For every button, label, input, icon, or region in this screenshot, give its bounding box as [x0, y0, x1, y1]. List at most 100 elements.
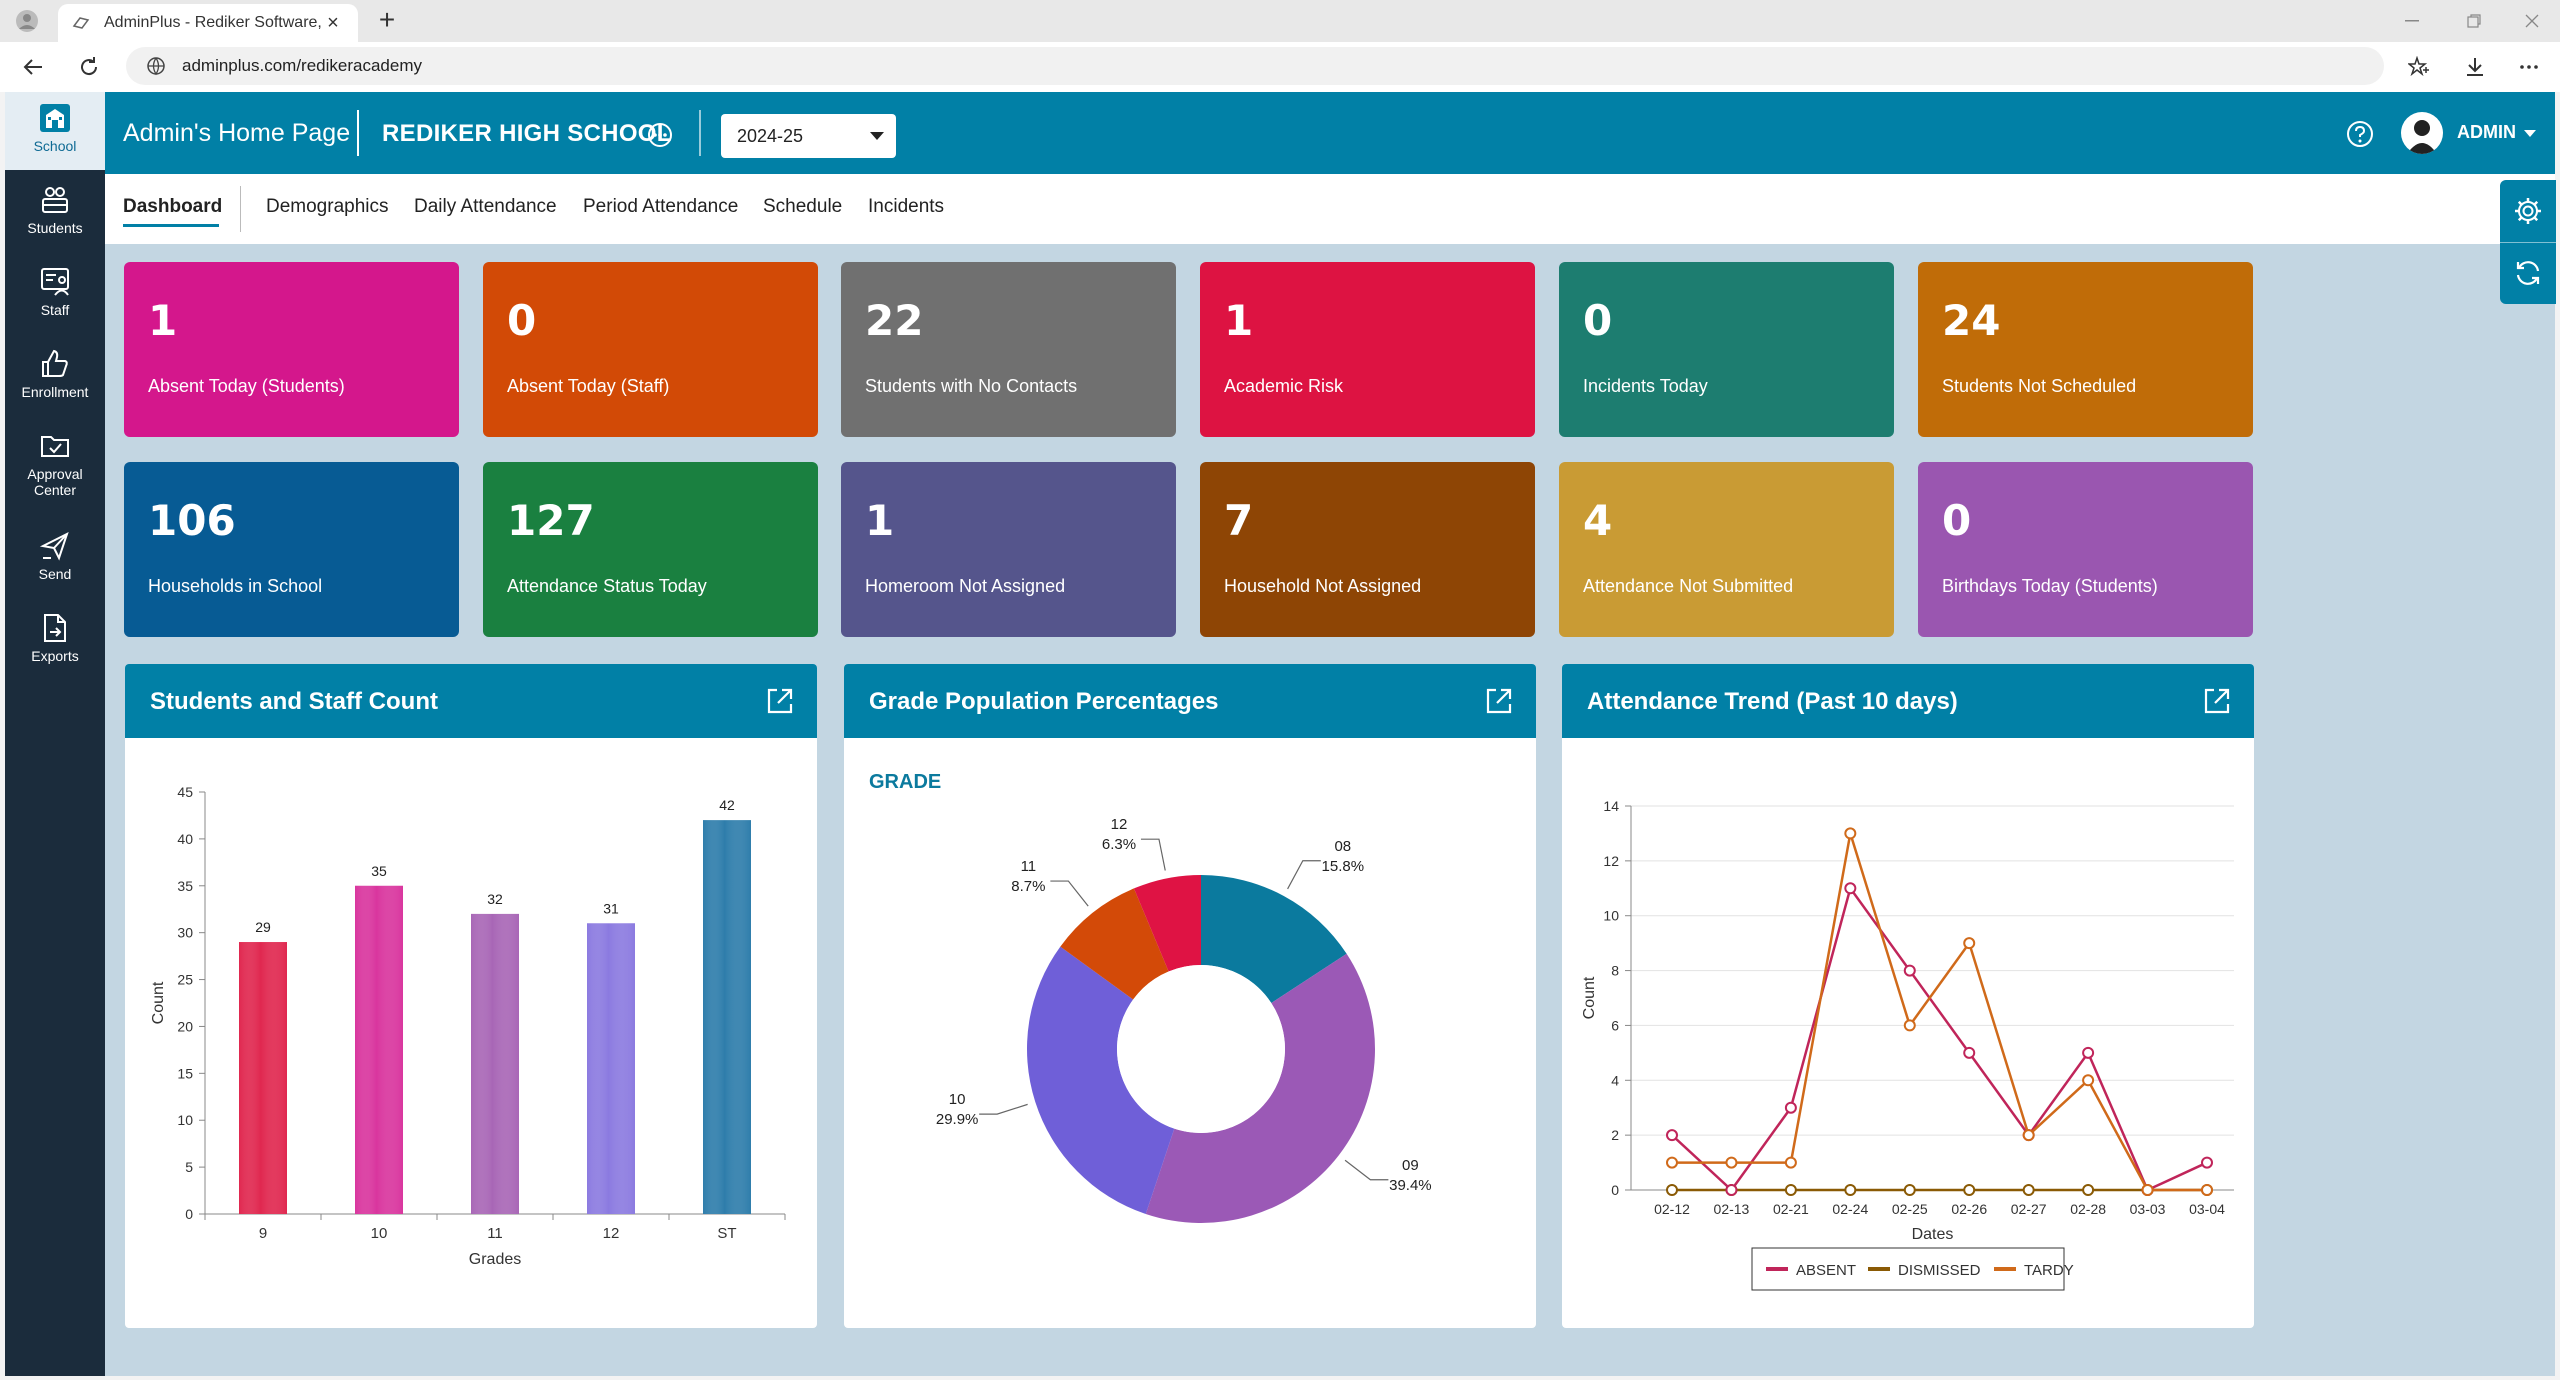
tile-label: Students with No Contacts [865, 376, 1078, 396]
stat-tile[interactable]: 7 Household Not Assigned [1200, 462, 1535, 637]
nav-staff[interactable]: Staff [5, 266, 105, 318]
tile-value: 0 [1942, 496, 1972, 545]
stat-tile[interactable]: 127 Attendance Status Today [483, 462, 818, 637]
y-axis-label: Count [150, 981, 167, 1024]
downloads-icon[interactable] [2458, 50, 2492, 84]
panel-header: Attendance Trend (Past 10 days) [1562, 664, 2254, 738]
nav-label-school: School [33, 138, 77, 154]
x-axis-label: Dates [1912, 1226, 1954, 1243]
stat-tile[interactable]: 22 Students with No Contacts [841, 262, 1176, 437]
minimize-button[interactable] [2384, 4, 2440, 38]
nav-enrollment[interactable]: Enrollment [5, 348, 105, 400]
stat-tile[interactable]: 4 Attendance Not Submitted [1559, 462, 1894, 637]
stat-tile[interactable]: 0 Absent Today (Staff) [483, 262, 818, 437]
tab-incidents[interactable]: Incidents [868, 196, 945, 217]
slice-percent-label: 39.4% [1389, 1177, 1432, 1194]
y-tick-label: 10 [1603, 908, 1619, 924]
series-point [1666, 1184, 1678, 1196]
y-tick-label: 6 [1611, 1017, 1619, 1033]
thumbs-up-icon [42, 349, 68, 377]
stat-tile[interactable]: 0 Incidents Today [1559, 262, 1894, 437]
school-name: REDIKER HIGH SCHOOL [382, 120, 672, 147]
x-tick-label: 02-28 [2070, 1201, 2106, 1217]
site-info-icon[interactable] [146, 56, 166, 76]
stat-tile[interactable]: 0 Birthdays Today (Students) [1918, 462, 2253, 637]
panel-students-staff-count: Students and Staff Count 0 5 10 15 20 25 30 35 4… [125, 664, 817, 1328]
x-tick-label: 02-26 [1951, 1201, 1987, 1217]
series-point [1963, 1046, 1976, 1059]
favorites-icon[interactable] [2402, 50, 2436, 84]
close-window-button[interactable] [2504, 4, 2560, 38]
x-tick-label: ST [717, 1225, 736, 1242]
stat-tile[interactable]: 24 Students Not Scheduled [1918, 262, 2253, 437]
stat-tile[interactable]: 1 Homeroom Not Assigned [841, 462, 1176, 637]
stat-tile[interactable]: 1 Academic Risk [1200, 262, 1535, 437]
chevron-down-icon [870, 132, 884, 140]
reload-icon[interactable] [72, 50, 106, 84]
nav-label-students: Students [27, 220, 83, 236]
series-line [1671, 885, 2208, 1192]
y-tick-label: 30 [177, 925, 193, 941]
browser-menu-icon[interactable] [2512, 50, 2546, 84]
url-bar[interactable]: adminplus.com/redikeracademy [126, 47, 2384, 85]
app-header: Admin's Home Page REDIKER HIGH SCHOOL 20… [105, 92, 2555, 174]
school-year-select[interactable]: 2024-25 [721, 114, 896, 158]
back-icon[interactable] [16, 50, 50, 84]
tab-dashboard[interactable]: Dashboard [123, 196, 223, 217]
active-tab-indicator [123, 224, 219, 227]
school-year-value: 2024-25 [737, 125, 804, 146]
nav-school[interactable]: School [5, 92, 105, 170]
y-tick-label: 15 [177, 1065, 193, 1081]
y-tick-label: 20 [177, 1018, 193, 1034]
series-point [1784, 1101, 1797, 1114]
gear-icon [2515, 198, 2541, 224]
slice-label: 10 [949, 1091, 966, 1108]
tab-daily-attendance[interactable]: Daily Attendance [414, 196, 557, 217]
side-tools [2500, 180, 2556, 304]
settings-button[interactable] [2500, 180, 2556, 242]
nav-approval-center[interactable]: Approval Center [5, 430, 105, 498]
browser-tab[interactable]: AdminPlus - Rediker Software, Inc × [58, 4, 358, 42]
tab-demographics[interactable]: Demographics [266, 196, 389, 217]
nav-send[interactable]: Send [5, 530, 105, 582]
series-point [1903, 1019, 1916, 1032]
restore-button[interactable] [2446, 4, 2502, 38]
bar-value-label: 32 [487, 891, 503, 907]
tile-label: Attendance Not Submitted [1583, 576, 1794, 596]
refresh-button[interactable] [2500, 242, 2556, 304]
school-icon [40, 104, 70, 132]
x-tick-label: 02-13 [1714, 1201, 1750, 1217]
x-tick-label: 02-27 [2011, 1201, 2047, 1217]
tile-label: Incidents Today [1583, 376, 1708, 396]
tile-label: Students Not Scheduled [1942, 376, 2137, 396]
user-menu-chevron-icon[interactable] [2524, 130, 2536, 137]
series-point [1844, 1184, 1857, 1196]
stat-tile[interactable]: 106 Households in School [124, 462, 459, 637]
panel-header: Students and Staff Count [125, 664, 817, 738]
nav-label-staff: Staff [40, 302, 70, 318]
y-tick-label: 5 [185, 1159, 193, 1175]
nav-exports[interactable]: Exports [5, 612, 105, 664]
tile-label: Absent Today (Students) [148, 376, 345, 396]
x-tick-label: 10 [371, 1225, 388, 1242]
slice-percent-label: 8.7% [1011, 878, 1045, 895]
stat-tile[interactable]: 1 Absent Today (Students) [124, 262, 459, 437]
nav-students[interactable]: Students [5, 184, 105, 236]
expand-icon[interactable] [1484, 686, 1514, 716]
avatar[interactable] [2401, 112, 2443, 154]
help-icon[interactable] [2346, 120, 2374, 148]
expand-icon[interactable] [765, 686, 795, 716]
profile-icon[interactable] [12, 8, 42, 34]
new-tab-button[interactable]: + [378, 4, 396, 35]
user-name[interactable]: ADMIN [2457, 122, 2516, 142]
expand-icon[interactable] [2202, 686, 2232, 716]
tile-label: Attendance Status Today [507, 576, 707, 596]
tab-schedule[interactable]: Schedule [763, 196, 843, 217]
tab-close-icon[interactable]: × [327, 11, 339, 34]
page-title: Admin's Home Page [123, 119, 351, 147]
tile-value: 0 [507, 296, 537, 345]
tab-title: AdminPlus - Rediker Software, Inc [104, 14, 322, 31]
x-tick-label: 03-04 [2189, 1201, 2225, 1217]
school-options-icon[interactable] [647, 122, 673, 148]
tab-period-attendance[interactable]: Period Attendance [583, 196, 739, 217]
